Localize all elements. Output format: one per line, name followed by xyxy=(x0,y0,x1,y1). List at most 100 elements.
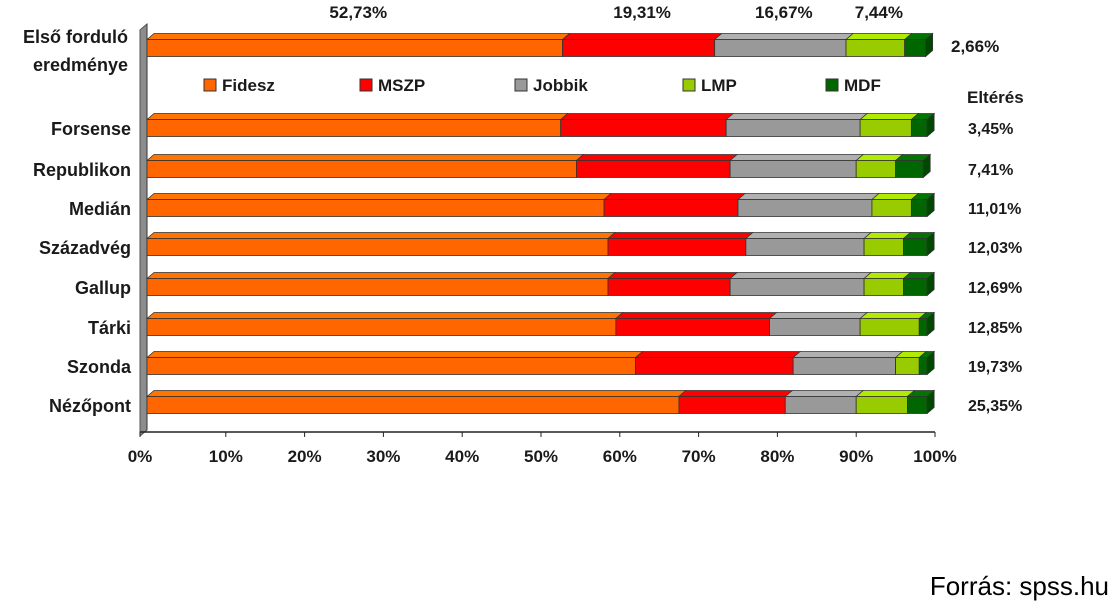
bar-segment-mszp-0 xyxy=(561,33,723,57)
bar-segment-mszp-2 xyxy=(575,154,739,178)
bars-layer xyxy=(145,32,936,415)
bar-segment-mszp-1 xyxy=(559,113,735,137)
bar-top xyxy=(713,33,855,40)
diff-value: 19,73% xyxy=(968,359,1022,376)
legend-item-jobbik: Jobbik xyxy=(514,76,588,95)
bar-front xyxy=(146,396,680,414)
legend-item-lmp: LMP xyxy=(682,76,737,95)
bar-front xyxy=(725,119,861,137)
bar-segment-mdf-1 xyxy=(910,112,936,138)
bar-top xyxy=(862,272,912,279)
bar-segment-mszp-3 xyxy=(602,193,747,217)
bar-end xyxy=(926,350,935,376)
bar-front xyxy=(146,199,605,217)
bar-front xyxy=(607,278,731,296)
legend-label: Fidesz xyxy=(222,76,275,95)
category-label: Századvég xyxy=(39,238,131,258)
bar-top xyxy=(744,232,873,239)
bar-top xyxy=(736,193,881,200)
bar-top xyxy=(729,272,873,279)
bar-front xyxy=(714,39,847,57)
bar-front xyxy=(603,199,739,217)
bar-segment-fidesz-0 xyxy=(145,33,571,57)
bar-segment-lmp-0 xyxy=(844,33,913,57)
bar-top xyxy=(602,193,747,200)
legend-item-mszp: MSZP xyxy=(359,76,425,95)
bar-segment-fidesz-4 xyxy=(145,232,617,256)
diff-value: 12,69% xyxy=(968,280,1022,297)
bar-top xyxy=(606,272,739,279)
bar-segment-jobbik-8 xyxy=(784,390,865,414)
bar-segment-lmp-4 xyxy=(862,232,912,256)
legend-swatch xyxy=(359,78,373,92)
chart-wall xyxy=(139,22,148,438)
bar-front xyxy=(146,278,609,296)
bar-end xyxy=(926,112,935,138)
bar-segment-jobbik-4 xyxy=(744,232,873,256)
x-tick-label: 20% xyxy=(288,447,322,466)
x-tick-label: 90% xyxy=(839,447,873,466)
bar-segment-jobbik-7 xyxy=(792,351,904,375)
category-label: Nézőpont xyxy=(49,396,131,416)
mdf-first-value-label: 2,66% xyxy=(951,37,999,56)
bar-front xyxy=(146,119,562,137)
bar-segment-fidesz-6 xyxy=(145,312,624,336)
left-wall xyxy=(139,22,148,438)
bar-segment-lmp-7 xyxy=(894,351,928,375)
diff-value: 25,35% xyxy=(968,398,1022,415)
bar-end xyxy=(926,192,935,218)
bar-segment-mdf-2 xyxy=(894,153,932,179)
bar-front xyxy=(903,278,928,296)
legend-swatch xyxy=(514,78,528,92)
bar-top xyxy=(855,154,904,161)
legend-label: Jobbik xyxy=(533,76,588,95)
bar-front xyxy=(792,357,896,375)
category-label-first-line2: eredménye xyxy=(33,55,128,75)
bar-top xyxy=(855,390,916,397)
legend-label: MDF xyxy=(844,76,881,95)
bar-top xyxy=(792,351,904,358)
bar-segment-mdf-4 xyxy=(902,231,936,257)
bar-segment-jobbik-5 xyxy=(729,272,873,296)
diff-value: 11,01% xyxy=(968,201,1021,218)
x-tick-label: 10% xyxy=(209,447,243,466)
bar-segment-mdf-3 xyxy=(910,192,936,218)
bar-segment-jobbik-6 xyxy=(768,312,869,336)
bar-front xyxy=(678,396,786,414)
category-label: Republikon xyxy=(33,160,131,180)
bar-front xyxy=(859,318,920,336)
bar-segment-fidesz-5 xyxy=(145,272,617,296)
bar-segment-mszp-5 xyxy=(606,272,739,296)
bar-front xyxy=(737,199,873,217)
bar-top xyxy=(561,33,723,40)
x-tick-label: 80% xyxy=(760,447,794,466)
bar-front xyxy=(562,39,716,57)
diff-value: 7,41% xyxy=(968,162,1013,179)
bar-segment-fidesz-8 xyxy=(145,390,687,414)
bar-end xyxy=(925,32,934,58)
bar-front xyxy=(729,160,857,178)
top-value-labels: 52,73% 19,31% 16,67% 7,44% 2,66% xyxy=(329,3,999,56)
bar-front xyxy=(745,238,865,256)
bar-front xyxy=(871,199,912,217)
bar-end xyxy=(926,271,935,297)
bar-front xyxy=(903,238,928,256)
bar-front xyxy=(576,160,731,178)
bar-segment-jobbik-0 xyxy=(713,33,855,57)
category-label: Szonda xyxy=(67,357,132,377)
bar-top xyxy=(725,113,869,120)
bar-top xyxy=(575,154,739,161)
bar-top xyxy=(145,272,617,279)
bar-end xyxy=(922,153,931,179)
category-label: Medián xyxy=(69,199,131,219)
bar-front xyxy=(863,238,904,256)
bar-top xyxy=(145,312,624,319)
bar-top xyxy=(729,154,865,161)
bar-front xyxy=(895,357,920,375)
bar-segment-mszp-8 xyxy=(677,390,794,414)
bar-front xyxy=(146,318,617,336)
bar-top xyxy=(614,312,778,319)
bar-segment-jobbik-1 xyxy=(725,113,869,137)
bar-front xyxy=(615,318,770,336)
